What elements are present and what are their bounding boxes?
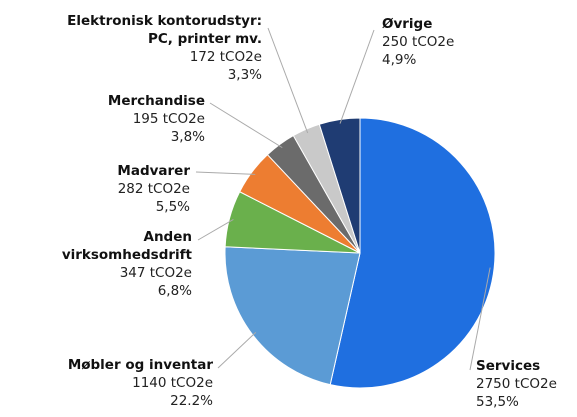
leader-line xyxy=(197,219,234,241)
slice-label: Elektronisk kontorudstyr: PC, printer mv… xyxy=(67,12,262,84)
leader-line xyxy=(469,267,491,371)
category-label: Øvrige xyxy=(382,16,433,32)
slice-label: Øvrige 250 tCO2e 4,9% xyxy=(382,15,454,69)
share-label: 53,5% xyxy=(476,394,519,410)
value-label: 195 tCO2e xyxy=(132,111,205,127)
category-label: Madvarer xyxy=(117,163,190,179)
share-label: 4,9% xyxy=(382,52,417,68)
share-label: 6,8% xyxy=(157,283,192,299)
value-label: 250 tCO2e xyxy=(382,34,455,50)
share-label: 3,3% xyxy=(227,67,262,83)
leader-line xyxy=(209,102,283,149)
leader-line xyxy=(339,29,375,124)
leader-line xyxy=(195,171,256,175)
value-label: 1140 tCO2e xyxy=(132,375,213,391)
category-label: Elektronisk kontorudstyr: PC, printer mv… xyxy=(67,13,262,47)
share-label: 5,5% xyxy=(155,199,190,215)
category-label: Anden virksomhedsdrift xyxy=(61,229,192,263)
slice-label: Møbler og inventar 1140 tCO2e 22.2% xyxy=(68,356,213,410)
value-label: 282 tCO2e xyxy=(117,181,190,197)
category-label: Merchandise xyxy=(107,93,205,109)
leader-line xyxy=(217,331,257,369)
value-label: 172 tCO2e xyxy=(189,49,262,65)
value-label: 2750 tCO2e xyxy=(476,376,557,392)
share-label: 3,8% xyxy=(170,129,205,145)
slice-label: Services 2750 tCO2e 53,5% xyxy=(476,357,557,411)
slice-label: Madvarer 282 tCO2e 5,5% xyxy=(117,162,190,216)
leader-line xyxy=(267,27,309,134)
slice-label: Anden virksomhedsdrift 347 tCO2e 6,8% xyxy=(62,228,192,300)
value-label: 347 tCO2e xyxy=(119,265,192,281)
slice-label: Merchandise 195 tCO2e 3,8% xyxy=(108,92,205,146)
category-label: Møbler og inventar xyxy=(67,357,213,373)
share-label: 22.2% xyxy=(170,393,213,409)
pie-slice xyxy=(318,117,361,254)
pie-slice xyxy=(329,117,496,389)
category-label: Services xyxy=(476,358,541,374)
